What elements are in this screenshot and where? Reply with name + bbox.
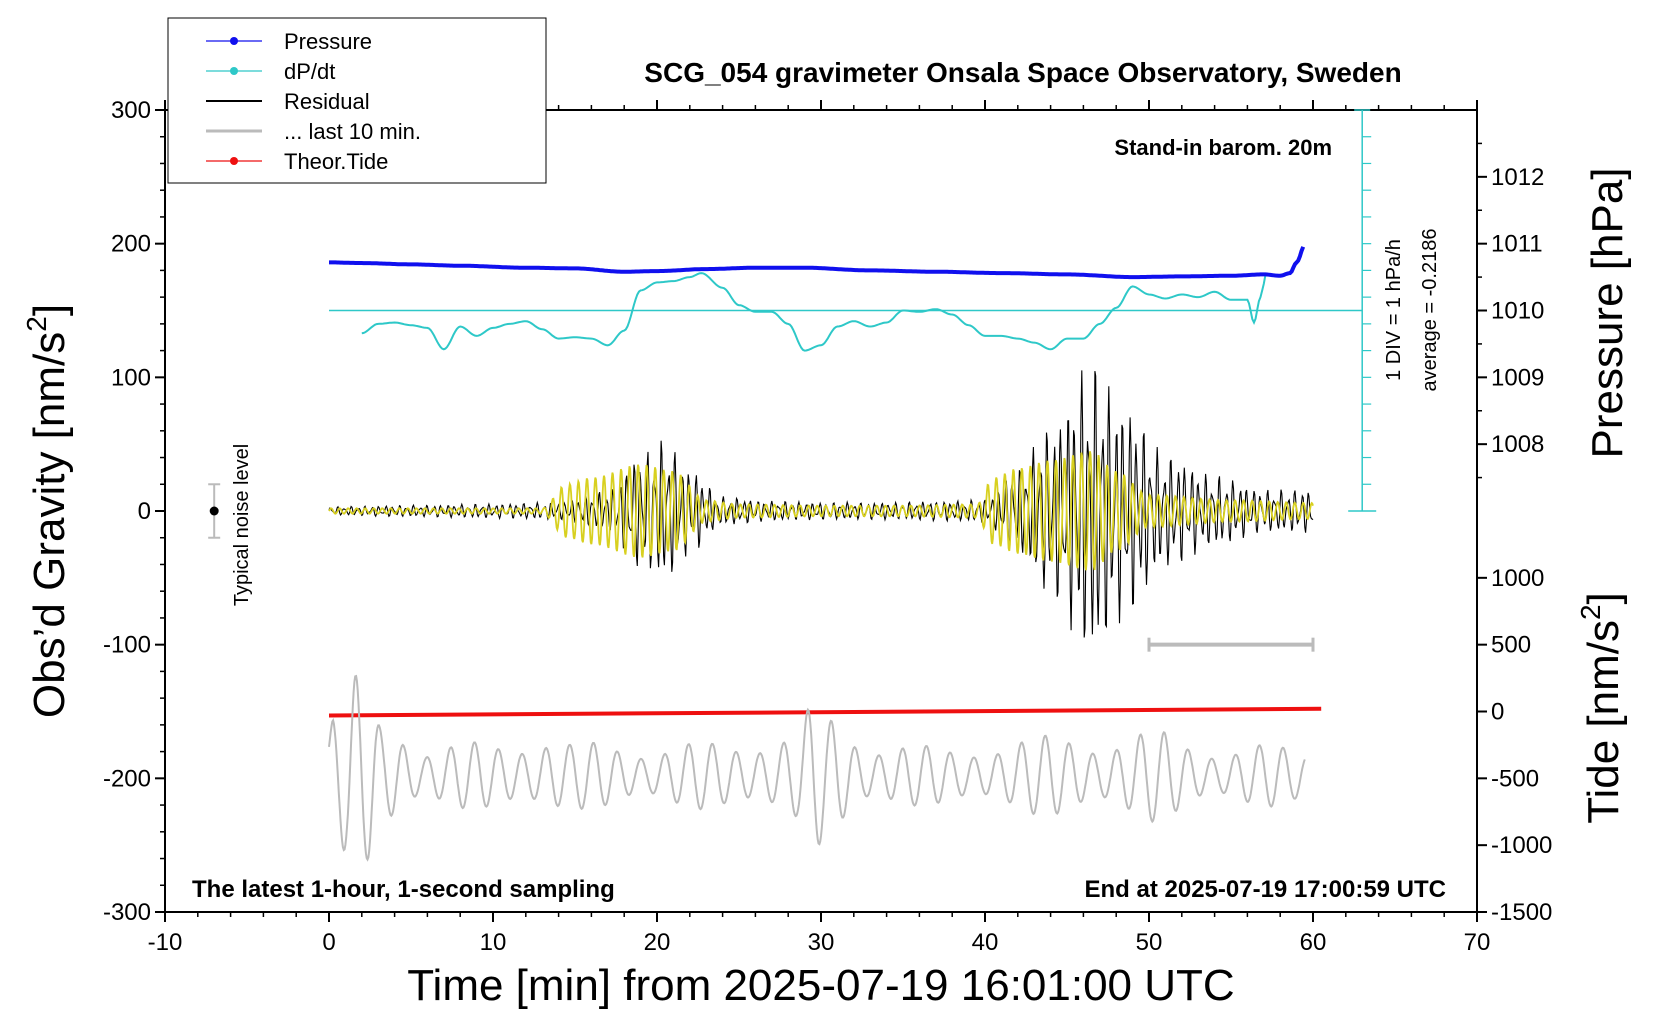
x-tick-label: 70 — [1464, 929, 1491, 956]
pressure-tick-label: 1012 — [1491, 164, 1544, 191]
pressure-tick-label: 1010 — [1491, 298, 1544, 325]
y-axis-title-pressure: Pressure [hPa] — [1583, 167, 1632, 458]
residual-line — [328, 370, 1314, 638]
legend-label: dP/dt — [284, 59, 335, 84]
sampling-info-label: The latest 1-hour, 1-second sampling — [192, 876, 615, 903]
x-tick-label: 20 — [644, 929, 671, 956]
y-axis-title-left: Obs’d Gravity [nm/s2] — [21, 304, 74, 718]
y-tick-label: 0 — [138, 498, 151, 525]
tide-tick-label: 500 — [1491, 632, 1531, 659]
pressure-tick-label: 1009 — [1491, 364, 1544, 391]
chart-title: SCG_054 gravimeter Onsala Space Observat… — [644, 57, 1401, 88]
average-label: average = -0.2186 — [1419, 229, 1441, 392]
legend-label: Residual — [284, 89, 370, 114]
pressure-tick-label: 1011 — [1491, 231, 1543, 258]
pressure-tick-label: 1008 — [1491, 431, 1544, 458]
legend: Pressure dP/dt Residual ... last 10 min. The… — [167, 17, 547, 184]
residual-filtered-line — [328, 451, 1314, 571]
y-tick-label: 300 — [111, 97, 151, 124]
legend-label: Pressure — [284, 29, 372, 54]
x-tick-label: 60 — [1300, 929, 1327, 956]
legend-label: Theor.Tide — [284, 149, 388, 174]
end-time-label: End at 2025-07-19 17:00:59 UTC — [1085, 876, 1447, 903]
x-tick-label: 0 — [322, 929, 335, 956]
y-tick-label: 100 — [111, 364, 151, 391]
tide-tick-label: -500 — [1491, 765, 1539, 792]
legend-label: ... last 10 min. — [284, 119, 421, 144]
x-tick-label: 40 — [972, 929, 999, 956]
theor-tide-line — [328, 706, 1322, 718]
x-tick-label: 10 — [480, 929, 507, 956]
noise-level-label: Typical noise level — [231, 444, 253, 606]
y-axis-title-tide: Tide [nm/s2] — [1575, 592, 1628, 824]
tide-tick-label: 0 — [1491, 699, 1504, 726]
x-tick-label: -10 — [148, 929, 183, 956]
dpdt-division-label: 1 DIV = 1 hPa/h — [1383, 239, 1405, 381]
y-tick-label: 200 — [111, 231, 151, 258]
x-axis-title: Time [min] from 2025-07-19 16:01:00 UTC — [407, 961, 1234, 1010]
legend-marker — [230, 157, 238, 165]
pressure-line — [329, 246, 1306, 280]
noise-bar-point — [209, 506, 219, 516]
last-10-min-line — [328, 674, 1306, 862]
x-tick-label: 30 — [808, 929, 835, 956]
tide-tick-label: 1000 — [1491, 565, 1544, 592]
y-tick-label: -300 — [103, 899, 151, 926]
legend-marker — [230, 37, 238, 45]
stand-in-barometer-label: Stand-in barom. 20m — [1114, 135, 1332, 160]
dpdt-line — [361, 272, 1267, 352]
y-tick-label: -200 — [103, 765, 151, 792]
y-tick-label: -100 — [103, 632, 151, 659]
tide-tick-label: -1000 — [1491, 832, 1552, 859]
x-tick-label: 50 — [1136, 929, 1163, 956]
legend-marker — [230, 67, 238, 75]
tide-tick-label: -1500 — [1491, 899, 1552, 926]
